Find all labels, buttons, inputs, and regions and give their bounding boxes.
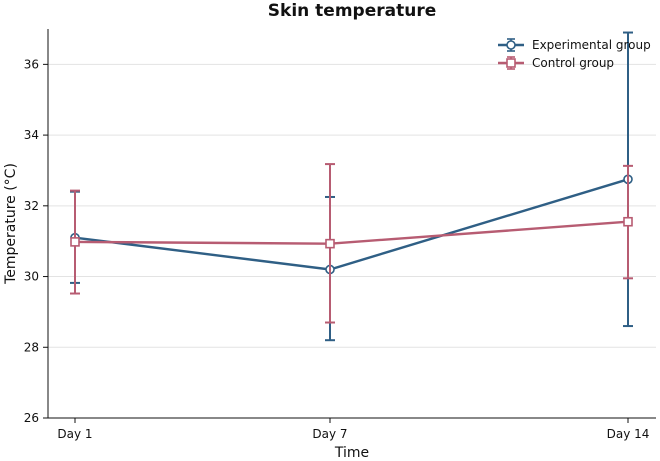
y-tick-label: 36	[24, 57, 39, 71]
chart-title: Skin temperature	[268, 1, 436, 21]
data-point	[325, 238, 335, 249]
axes	[47, 29, 656, 419]
y-tick-label: 28	[24, 340, 39, 354]
series-2	[70, 163, 633, 324]
y-ticks: 26 28 30 32 34 36	[24, 57, 48, 425]
legend-label: Experimental group	[532, 38, 651, 52]
legend-marker	[506, 58, 516, 68]
data-point	[623, 216, 633, 227]
y-tick-label: 34	[24, 128, 39, 142]
legend-label: Control group	[532, 56, 614, 70]
series-line	[74, 178, 629, 271]
x-axis-title: Time	[334, 445, 369, 461]
x-tick-label: Day 1	[57, 427, 92, 441]
y-tick-label: 32	[24, 199, 39, 213]
x-tick-label: Day 14	[607, 427, 650, 441]
x-ticks: Day 1 Day 7 Day 14	[57, 418, 649, 441]
series-line	[74, 220, 629, 245]
y-tick-label: 30	[24, 270, 39, 284]
series	[70, 31, 633, 342]
y-axis-title: Temperature (°C)	[3, 163, 19, 285]
x-tick-label: Day 7	[312, 427, 347, 441]
legend-item: Experimental group	[498, 38, 651, 52]
legend-item: Control group	[498, 56, 614, 70]
y-tick-label: 26	[24, 411, 39, 425]
legend: Experimental group Control group	[498, 38, 651, 70]
legend-marker	[506, 40, 516, 50]
grid-lines	[48, 63, 656, 348]
series-1	[70, 31, 633, 342]
data-point	[70, 237, 80, 247]
